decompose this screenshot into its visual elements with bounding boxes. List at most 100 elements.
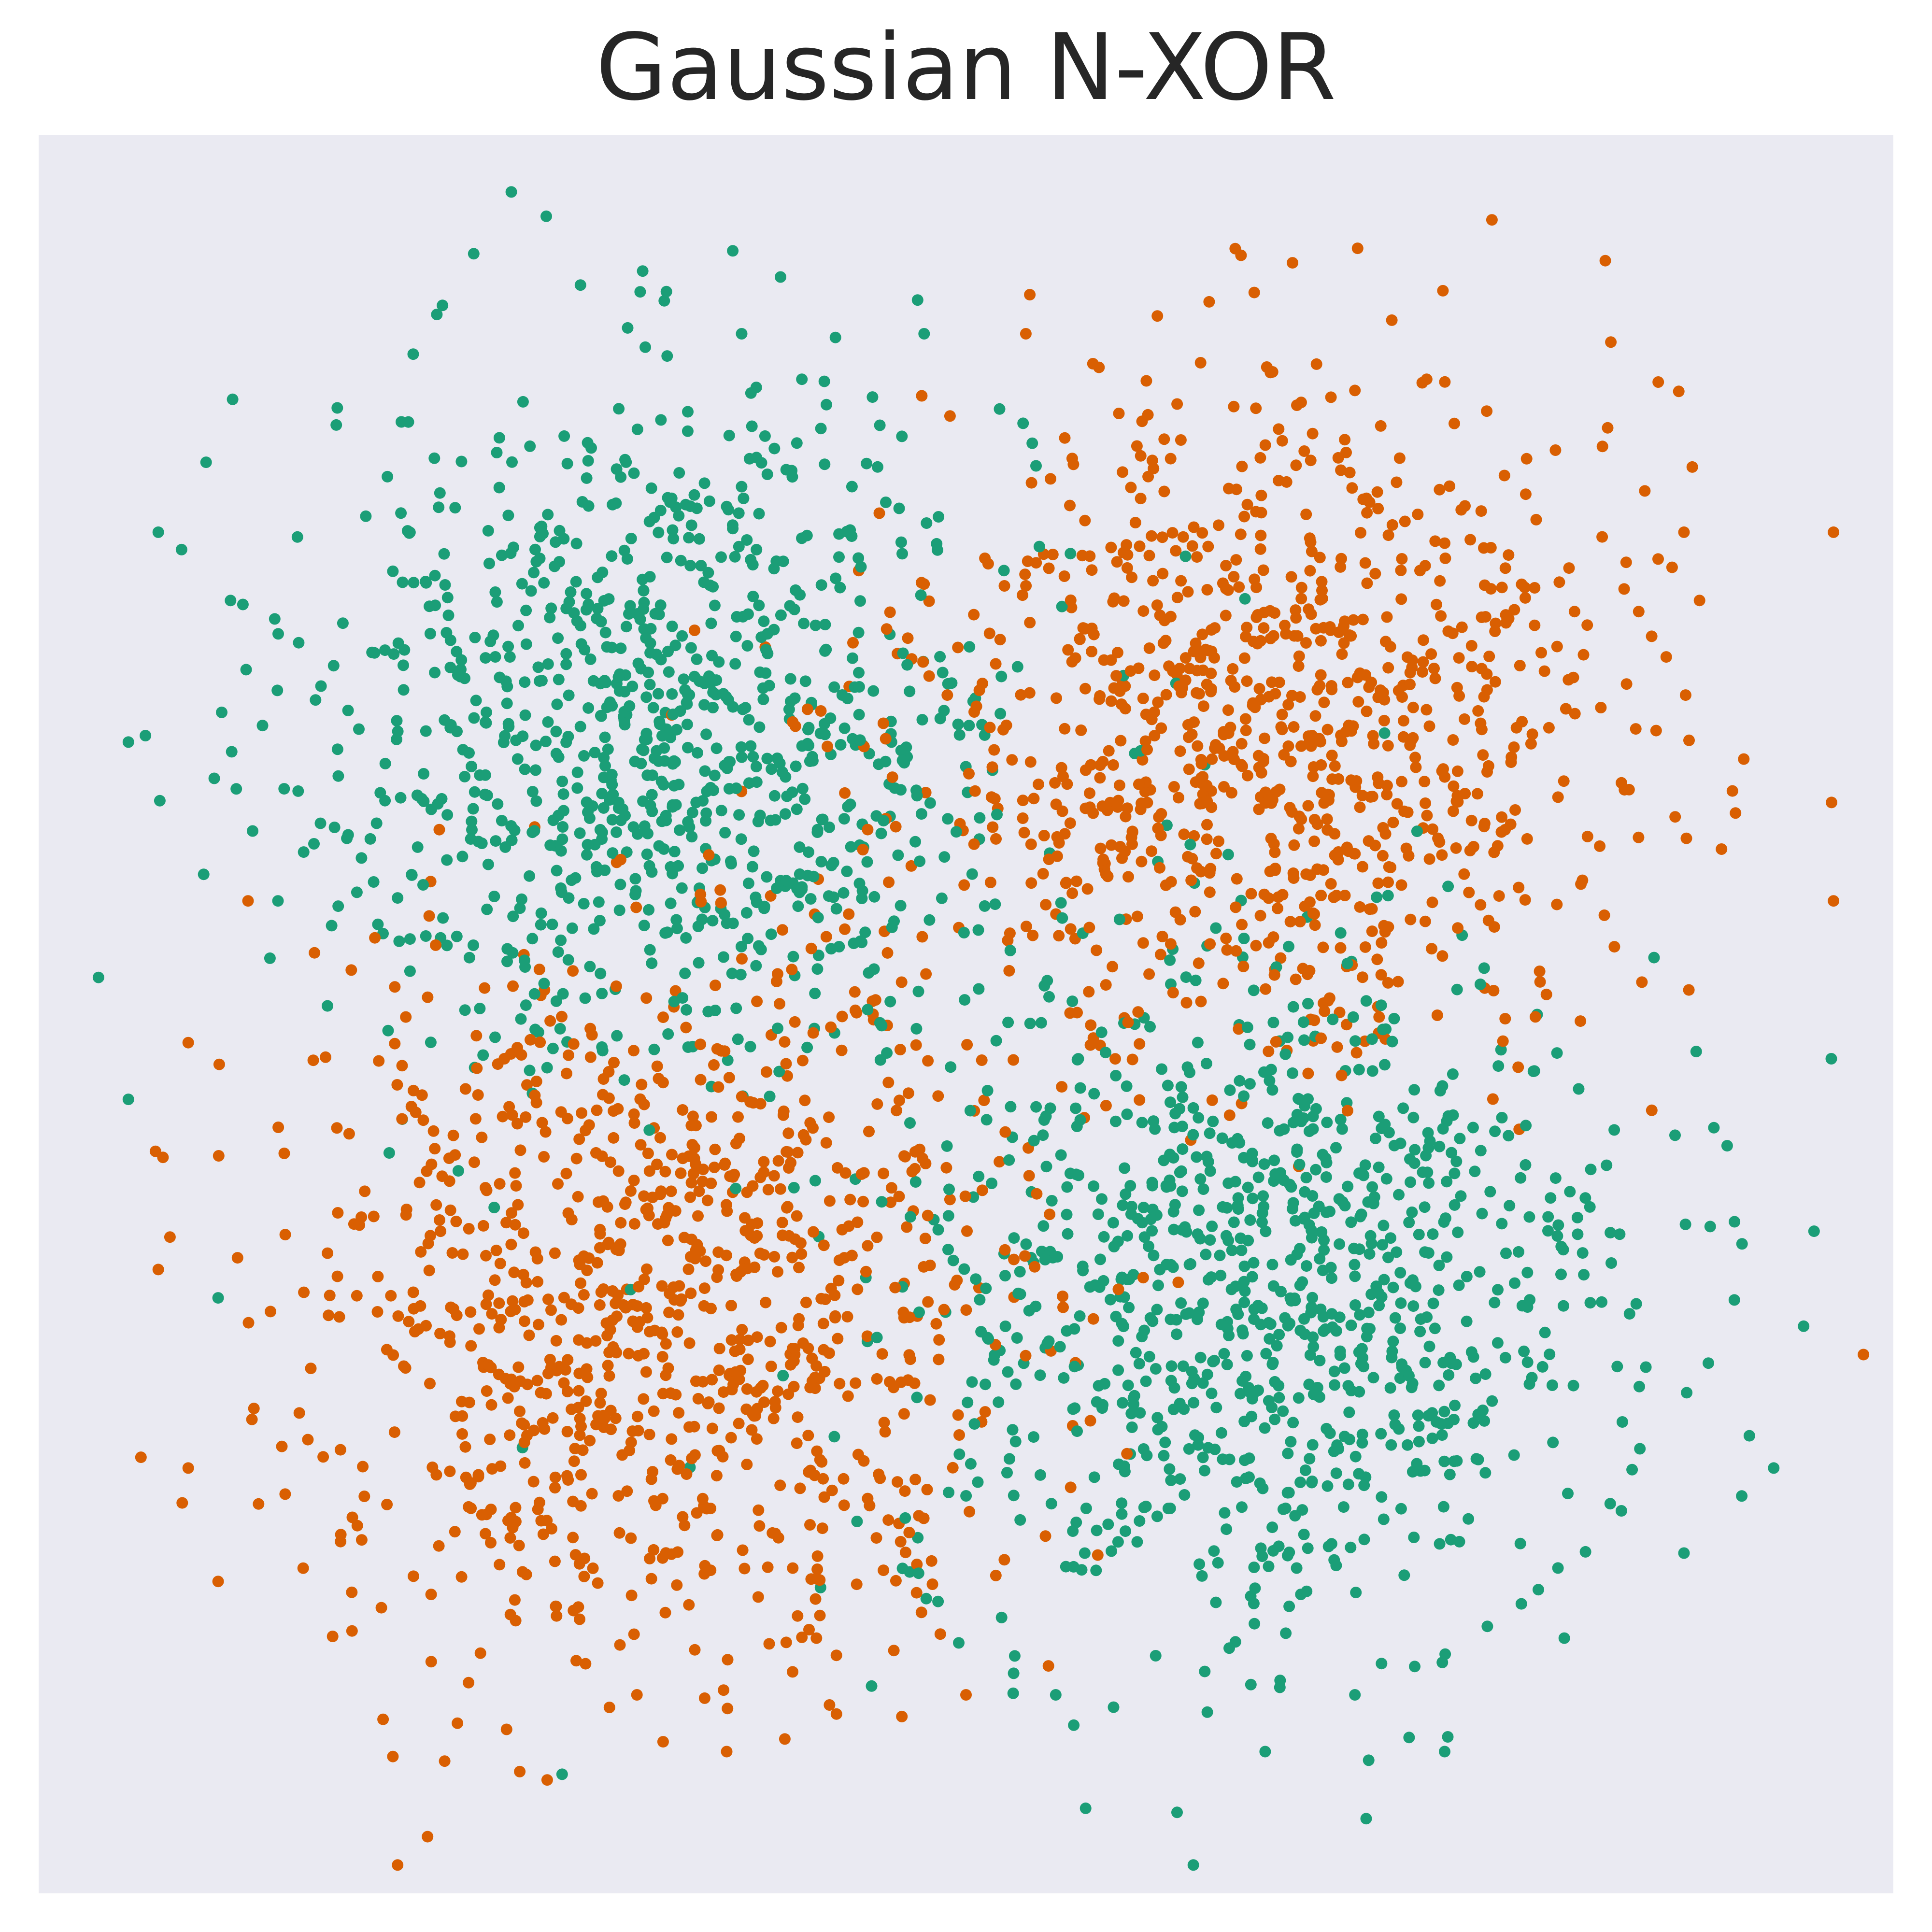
data-point-series-1 bbox=[298, 846, 310, 858]
data-point-series-2 bbox=[1419, 915, 1431, 927]
data-point-series-1 bbox=[912, 985, 924, 997]
data-point-series-2 bbox=[1025, 477, 1037, 489]
data-point-series-2 bbox=[1087, 1313, 1099, 1325]
data-point-series-1 bbox=[763, 680, 775, 692]
data-point-series-2 bbox=[444, 1465, 456, 1477]
data-point-series-1 bbox=[1264, 1075, 1276, 1087]
data-point-series-1 bbox=[1123, 1302, 1135, 1314]
data-point-series-2 bbox=[1108, 592, 1120, 604]
data-point-series-1 bbox=[442, 610, 455, 621]
data-point-series-2 bbox=[1280, 628, 1292, 640]
data-point-series-2 bbox=[1084, 787, 1095, 799]
data-point-series-1 bbox=[1320, 1323, 1332, 1335]
data-point-series-2 bbox=[569, 1549, 582, 1561]
data-point-series-1 bbox=[538, 577, 550, 589]
data-point-series-1 bbox=[794, 841, 806, 853]
data-point-series-2 bbox=[862, 1492, 874, 1505]
data-point-series-2 bbox=[1619, 784, 1631, 796]
data-point-series-2 bbox=[976, 1184, 988, 1196]
data-point-series-2 bbox=[400, 1209, 412, 1221]
data-point-series-1 bbox=[553, 751, 565, 763]
data-point-series-1 bbox=[529, 764, 541, 776]
data-point-series-1 bbox=[351, 886, 363, 898]
data-point-series-1 bbox=[597, 802, 610, 814]
data-point-series-1 bbox=[1294, 1477, 1307, 1488]
data-point-series-2 bbox=[1129, 517, 1141, 528]
data-point-series-2 bbox=[541, 1774, 553, 1786]
data-point-series-2 bbox=[802, 1342, 814, 1354]
data-point-series-2 bbox=[1201, 819, 1213, 831]
data-point-series-2 bbox=[509, 1167, 521, 1179]
data-point-series-2 bbox=[1079, 623, 1091, 635]
data-point-series-1 bbox=[1523, 1211, 1535, 1223]
data-point-series-2 bbox=[595, 1388, 607, 1400]
data-point-series-2 bbox=[1149, 730, 1161, 742]
data-point-series-2 bbox=[1560, 703, 1572, 715]
data-point-series-1 bbox=[574, 279, 586, 291]
data-point-series-2 bbox=[1329, 828, 1341, 840]
data-point-series-1 bbox=[387, 565, 399, 577]
data-point-series-1 bbox=[1080, 1802, 1092, 1814]
data-point-series-2 bbox=[772, 1385, 784, 1397]
data-point-series-2 bbox=[449, 1149, 461, 1161]
data-point-series-2 bbox=[1481, 405, 1493, 417]
data-point-series-2 bbox=[1431, 598, 1442, 611]
data-point-series-2 bbox=[408, 1570, 419, 1582]
data-point-series-1 bbox=[1287, 1203, 1298, 1215]
data-point-series-1 bbox=[678, 673, 690, 685]
data-point-series-2 bbox=[1264, 367, 1277, 379]
data-point-series-1 bbox=[256, 720, 269, 732]
data-point-series-1 bbox=[884, 995, 896, 1008]
data-point-series-2 bbox=[782, 1146, 794, 1158]
data-point-series-2 bbox=[760, 1296, 772, 1308]
data-point-series-1 bbox=[1349, 1259, 1361, 1271]
data-point-series-1 bbox=[816, 813, 828, 825]
data-point-series-2 bbox=[305, 1363, 317, 1375]
data-point-series-1 bbox=[779, 808, 791, 820]
data-point-series-2 bbox=[455, 1571, 468, 1583]
data-point-series-2 bbox=[1396, 776, 1407, 788]
data-point-series-2 bbox=[1038, 830, 1050, 841]
data-point-series-2 bbox=[576, 1107, 588, 1119]
data-point-series-1 bbox=[742, 877, 754, 889]
data-point-series-2 bbox=[1240, 724, 1252, 737]
data-point-series-2 bbox=[1233, 1023, 1245, 1035]
data-point-series-1 bbox=[517, 730, 529, 742]
data-point-series-2 bbox=[1133, 778, 1145, 790]
data-point-series-1 bbox=[1604, 1498, 1616, 1510]
data-point-series-2 bbox=[628, 1628, 640, 1640]
data-point-series-1 bbox=[753, 940, 765, 952]
data-point-series-1 bbox=[1394, 1322, 1406, 1335]
data-point-series-2 bbox=[518, 1436, 530, 1449]
data-point-series-1 bbox=[524, 1065, 536, 1077]
data-point-series-1 bbox=[710, 742, 723, 754]
data-point-series-1 bbox=[578, 898, 590, 909]
data-point-series-1 bbox=[1010, 1378, 1022, 1390]
data-point-series-1 bbox=[784, 673, 796, 685]
data-point-series-2 bbox=[333, 1311, 345, 1323]
data-point-series-1 bbox=[989, 1349, 1000, 1361]
data-point-series-2 bbox=[843, 908, 855, 920]
data-point-series-2 bbox=[960, 1689, 972, 1701]
data-point-series-1 bbox=[1068, 1719, 1080, 1731]
data-point-series-1 bbox=[855, 561, 867, 573]
data-point-series-2 bbox=[1201, 678, 1213, 690]
data-point-series-2 bbox=[601, 1201, 613, 1213]
data-point-series-1 bbox=[643, 1124, 655, 1136]
data-point-series-1 bbox=[606, 768, 618, 781]
data-point-series-1 bbox=[1226, 1137, 1238, 1149]
data-point-series-2 bbox=[652, 1218, 664, 1230]
data-point-series-1 bbox=[1366, 1181, 1378, 1193]
data-point-series-2 bbox=[1738, 753, 1750, 765]
data-point-series-2 bbox=[415, 1246, 427, 1258]
data-point-series-2 bbox=[1693, 595, 1705, 607]
data-point-series-1 bbox=[240, 664, 252, 676]
data-point-series-2 bbox=[457, 1248, 469, 1260]
data-point-series-1 bbox=[342, 829, 354, 841]
data-point-series-2 bbox=[1355, 527, 1366, 539]
data-point-series-1 bbox=[1304, 1453, 1316, 1465]
data-point-series-1 bbox=[502, 640, 514, 653]
data-point-series-1 bbox=[986, 1178, 998, 1189]
data-point-series-1 bbox=[1074, 1082, 1086, 1094]
data-point-series-2 bbox=[1155, 829, 1167, 841]
